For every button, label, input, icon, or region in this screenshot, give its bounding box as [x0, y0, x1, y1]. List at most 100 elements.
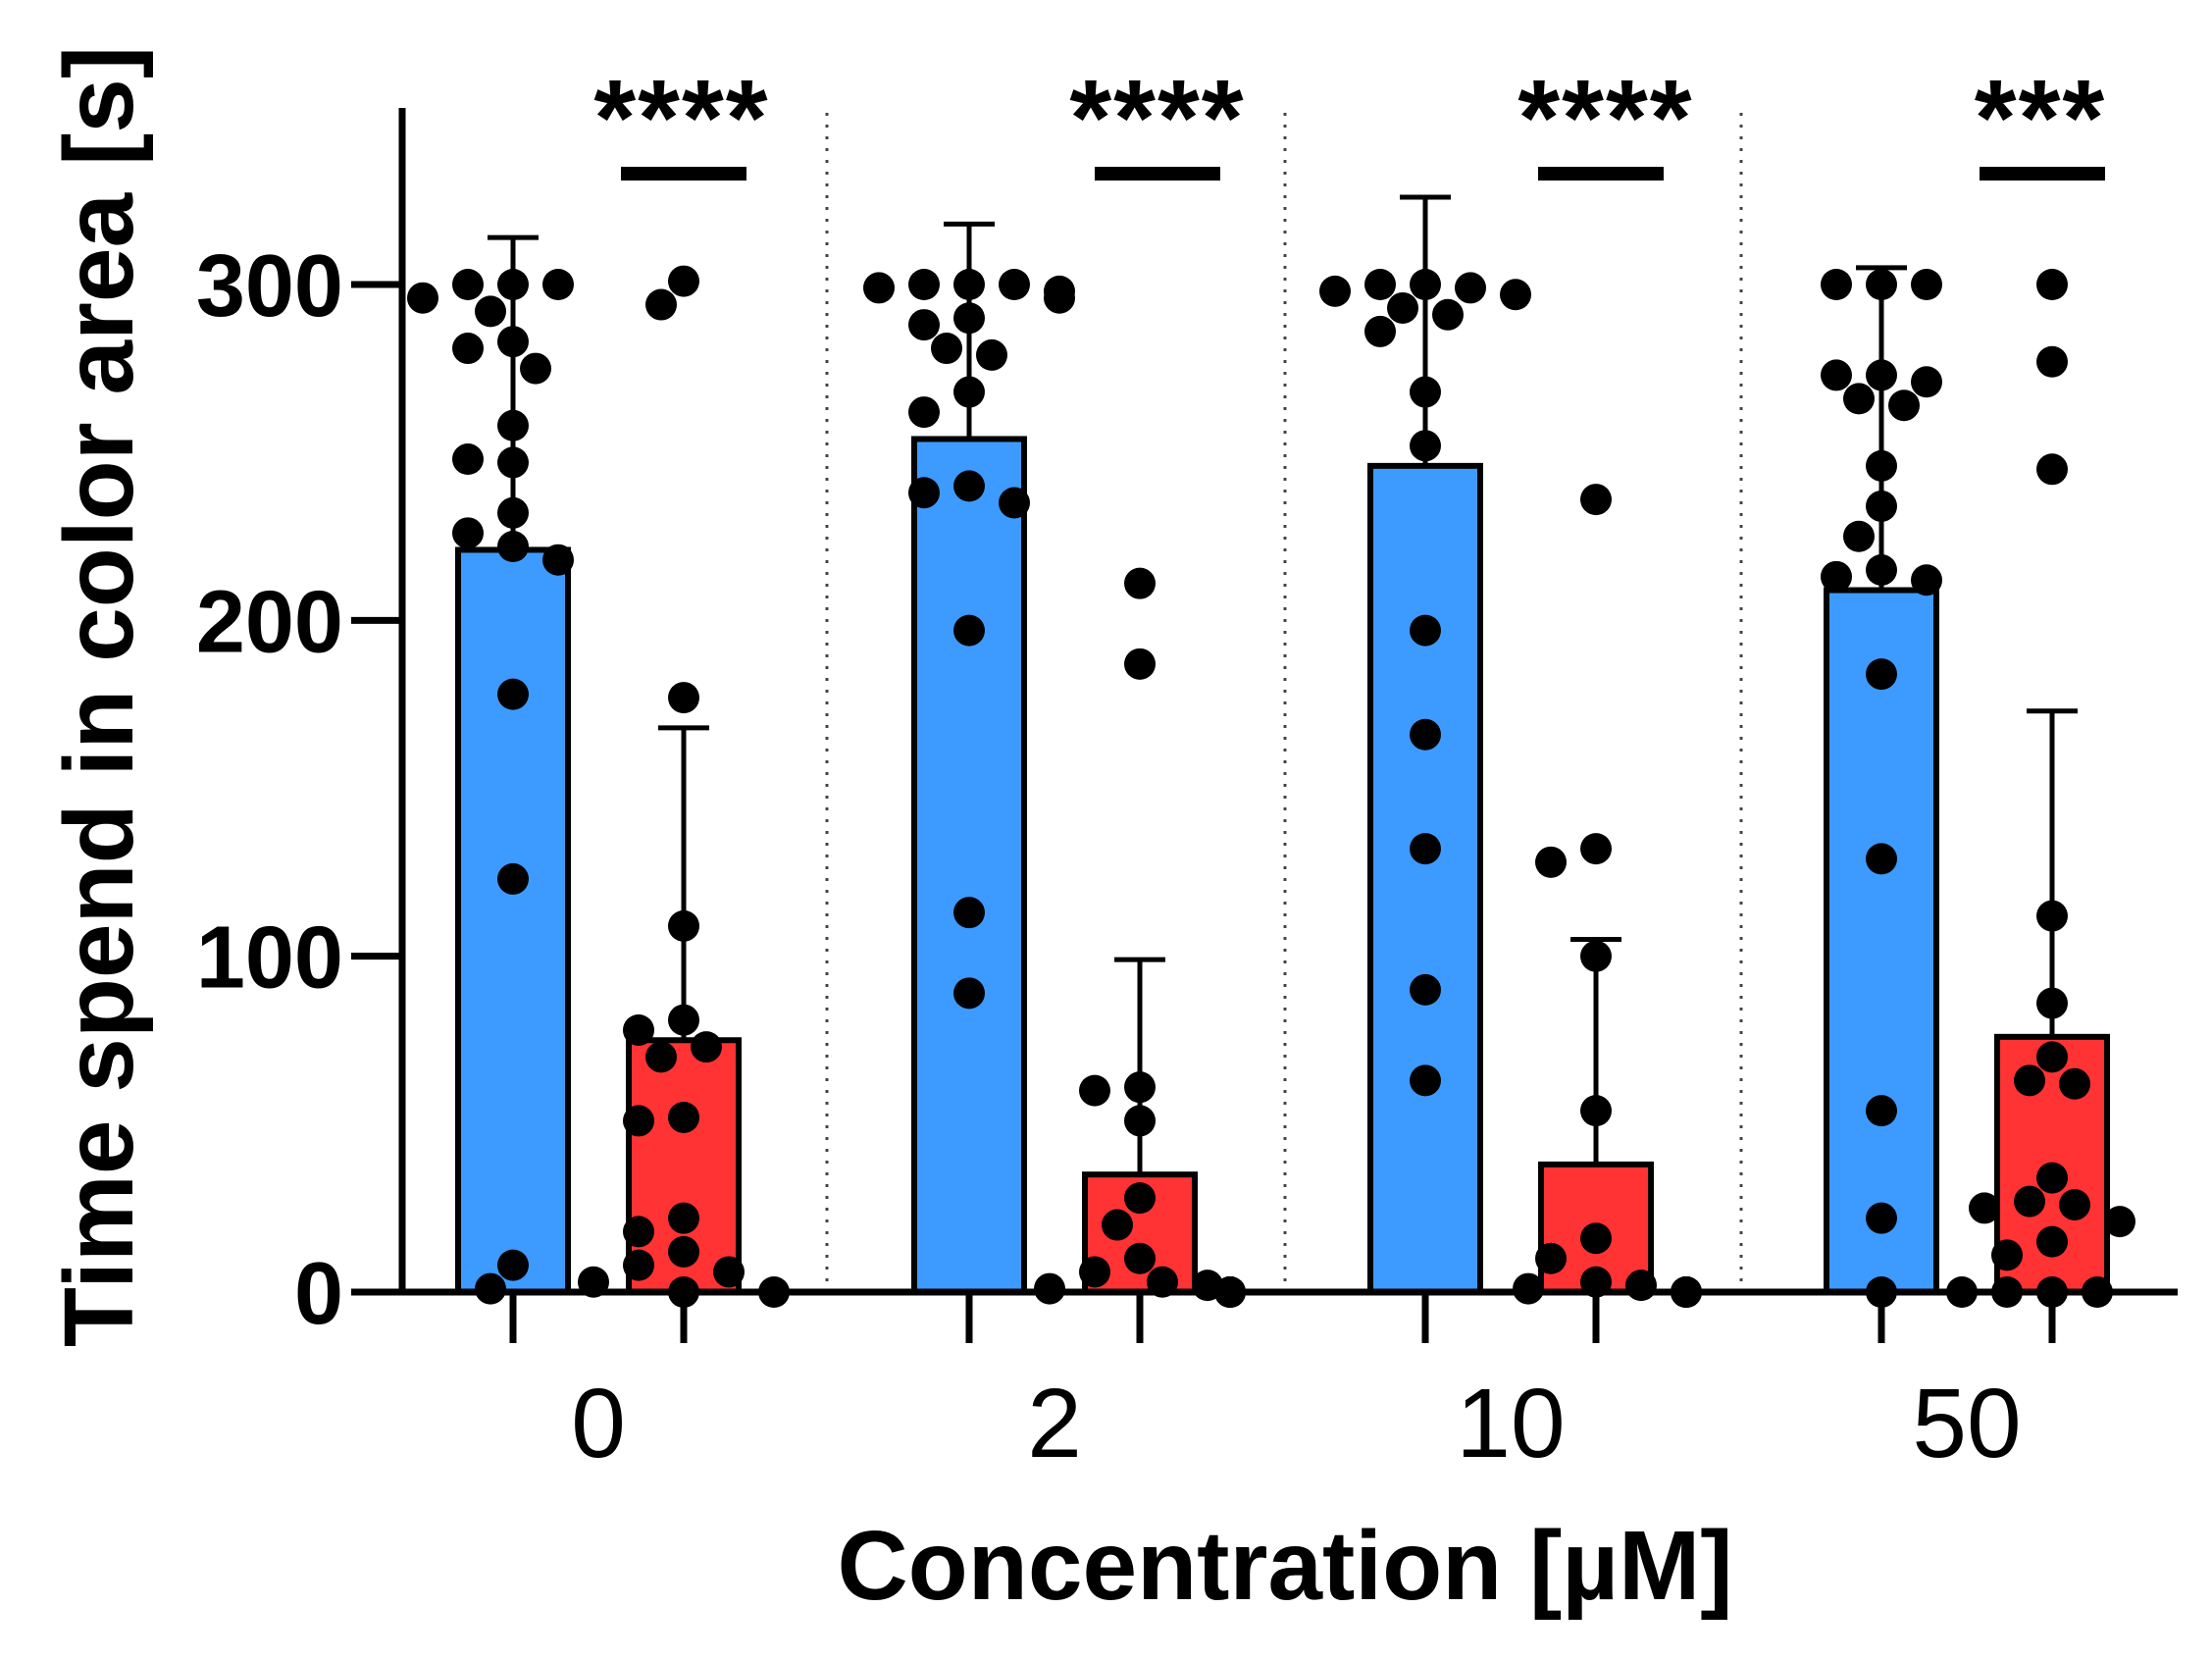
bars-layer [455, 436, 2110, 1296]
significance-stars: **** [593, 58, 769, 179]
data-point-blue-50 [1843, 383, 1875, 415]
data-point-blue-50 [1866, 1095, 1897, 1127]
data-point-red-0 [645, 288, 677, 321]
data-point-blue-10 [1500, 279, 1531, 311]
data-point-red-0 [623, 1013, 654, 1046]
data-point-blue-50 [1821, 560, 1852, 593]
data-point-blue-50 [1866, 449, 1897, 482]
data-point-blue-0 [542, 269, 574, 300]
data-point-red-50 [2036, 900, 2068, 932]
y-tick-label-300: 300 [196, 237, 343, 336]
data-point-blue-0 [452, 443, 484, 476]
y-tick-label-100: 100 [196, 909, 343, 1008]
data-point-red-50 [2104, 1206, 2135, 1238]
data-point-blue-2 [953, 897, 985, 929]
data-point-red-2 [1124, 1071, 1156, 1104]
significance-stars: **** [1069, 58, 1245, 179]
data-point-blue-50 [1866, 1202, 1897, 1234]
data-point-blue-50 [1888, 389, 1920, 422]
data-point-blue-0 [497, 1249, 529, 1281]
bar-blue-2 [911, 436, 1027, 1295]
data-point-red-0 [623, 1249, 654, 1281]
data-point-blue-2 [931, 333, 962, 365]
data-point-blue-50 [1911, 564, 1942, 596]
data-point-blue-2 [953, 614, 985, 647]
data-point-blue-10 [1410, 973, 1441, 1006]
data-point-red-0 [713, 1256, 745, 1288]
data-point-blue-0 [475, 295, 506, 328]
data-point-blue-10 [1410, 1064, 1441, 1097]
data-point-red-50 [2059, 1067, 2090, 1100]
data-point-red-0 [668, 682, 699, 714]
data-point-blue-50 [1821, 269, 1852, 300]
data-point-blue-10 [1410, 376, 1441, 408]
data-point-red-10 [1535, 846, 1567, 878]
data-point-blue-50 [1911, 269, 1942, 300]
data-point-blue-2 [999, 269, 1030, 300]
data-point-red-50 [1969, 1192, 2000, 1224]
data-point-blue-10 [1410, 430, 1441, 462]
data-point-blue-50 [1821, 359, 1852, 391]
data-point-blue-0 [497, 326, 529, 358]
data-point-red-50 [2036, 269, 2068, 300]
bar-blue-0 [455, 546, 571, 1295]
data-point-blue-10 [1410, 833, 1441, 865]
data-point-blue-50 [1866, 359, 1897, 391]
data-point-red-0 [668, 1101, 699, 1133]
significance-stars: **** [1518, 58, 1693, 179]
error-bars-layer [488, 194, 2078, 1175]
data-point-blue-10 [1319, 275, 1351, 307]
data-point-blue-0 [497, 446, 529, 479]
data-point-blue-2 [953, 302, 985, 335]
data-point-blue-0 [497, 269, 529, 300]
data-point-red-2 [1124, 648, 1156, 680]
data-point-red-10 [1580, 1222, 1612, 1255]
data-point-blue-0 [497, 531, 529, 563]
significance-stars: *** [1975, 58, 2106, 179]
data-point-red-0 [691, 1031, 722, 1063]
x-tick-label-2: 2 [1027, 1369, 1082, 1478]
data-point-blue-10 [1410, 614, 1441, 647]
data-point-red-2 [1079, 1256, 1110, 1288]
data-point-blue-50 [1866, 269, 1897, 300]
data-point-blue-10 [1364, 269, 1396, 300]
data-point-blue-50 [1866, 490, 1897, 522]
data-point-blue-0 [452, 517, 484, 549]
data-point-red-50 [2059, 1188, 2090, 1220]
data-point-blue-50 [1843, 520, 1875, 552]
data-point-blue-50 [1866, 843, 1897, 875]
data-point-red-10 [1535, 1242, 1567, 1274]
data-point-red-50 [2036, 1225, 2068, 1258]
data-point-red-10 [1580, 1095, 1612, 1127]
data-point-red-10 [1580, 484, 1612, 516]
data-point-blue-2 [953, 977, 985, 1010]
data-point-red-0 [668, 1235, 699, 1268]
data-point-blue-0 [452, 333, 484, 365]
axis-labels: 0 100 200 300 0 2 10 50 Concentration [µM] Time s… [44, 46, 2022, 1621]
x-tick-label-50: 50 [1912, 1369, 2021, 1478]
data-point-blue-10 [1432, 298, 1464, 331]
data-point-blue-2 [953, 269, 985, 300]
data-point-red-50 [2036, 345, 2068, 378]
data-point-blue-10 [1364, 315, 1396, 347]
data-points-layer [407, 265, 2135, 1308]
data-point-blue-0 [497, 678, 529, 710]
x-tick-label-0: 0 [571, 1369, 626, 1478]
data-point-blue-2 [908, 269, 940, 300]
y-tick-label-200: 200 [196, 573, 343, 671]
data-point-blue-10 [1387, 291, 1418, 324]
group-separators [825, 113, 1743, 1292]
data-point-red-50 [2036, 1162, 2068, 1194]
y-tick-label-0: 0 [294, 1245, 343, 1343]
data-point-blue-2 [953, 376, 985, 408]
data-point-blue-0 [407, 282, 438, 314]
significance-annotations: **** **** **** *** [593, 58, 2106, 181]
bar-blue-10 [1367, 462, 1483, 1295]
data-point-blue-0 [497, 409, 529, 441]
data-point-blue-50 [1911, 366, 1942, 398]
data-point-red-50 [2036, 1041, 2068, 1073]
data-point-blue-2 [863, 272, 895, 304]
data-point-blue-2 [976, 338, 1007, 371]
data-point-blue-10 [1410, 269, 1441, 300]
data-point-blue-2 [908, 309, 940, 341]
